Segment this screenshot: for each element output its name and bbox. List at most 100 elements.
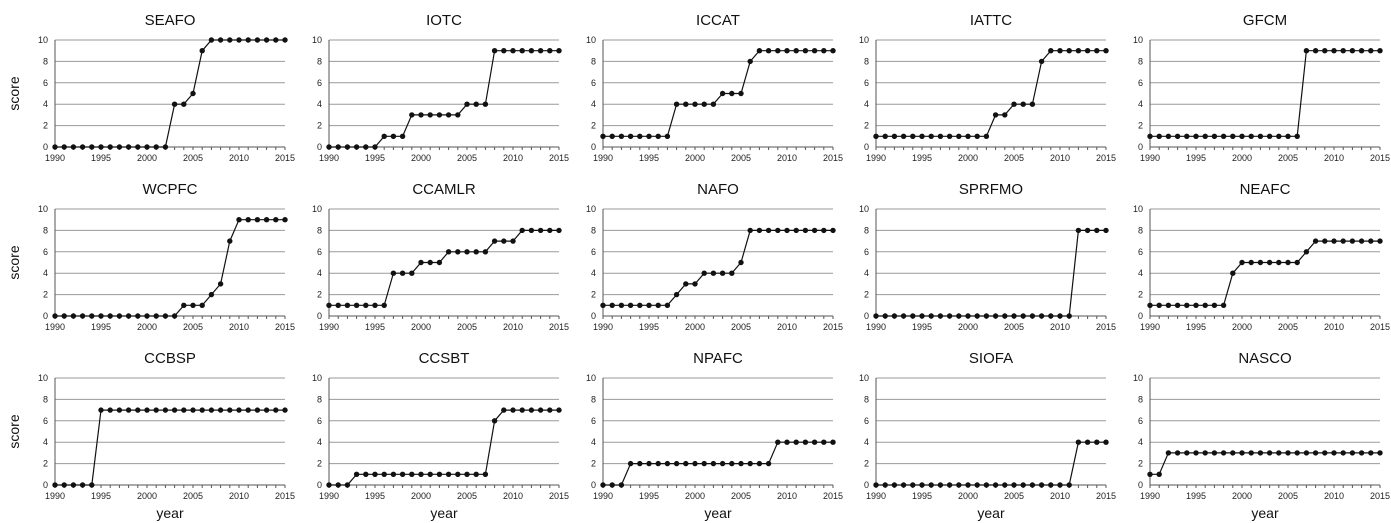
x-axis-label: year — [704, 505, 732, 521]
data-point — [1084, 439, 1091, 445]
data-point — [116, 144, 123, 150]
data-point — [89, 482, 95, 488]
x-tick-label: 2005 — [1004, 491, 1024, 501]
x-tick-label: 1995 — [365, 153, 385, 163]
data-point — [1368, 450, 1374, 456]
data-point — [1020, 313, 1026, 319]
x-tick-label: 1995 — [639, 322, 659, 332]
data-point — [1103, 48, 1109, 54]
data-point — [1276, 133, 1282, 139]
y-tick-label: 10 — [1133, 373, 1143, 383]
data-point — [830, 48, 836, 54]
y-tick-label: 2 — [591, 121, 596, 131]
x-tick-label: 2010 — [1050, 322, 1070, 332]
x-tick-label: 2000 — [137, 491, 157, 501]
data-point — [464, 471, 470, 477]
data-point — [1294, 259, 1300, 266]
data-point — [784, 439, 790, 445]
data-point — [263, 37, 270, 43]
data-point — [983, 133, 990, 139]
data-point — [510, 48, 516, 54]
data-point — [1184, 302, 1190, 308]
data-point — [1011, 313, 1017, 319]
data-point — [821, 227, 827, 234]
panel-iotc: IOTC 0 2 4 6 8 10 1990 1995 2000 2005 2010 2015 — [312, 12, 569, 163]
data-point — [830, 439, 836, 445]
data-point — [181, 302, 187, 308]
y-tick-label: 10 — [312, 204, 322, 214]
data-point — [683, 101, 689, 107]
data-point — [637, 302, 643, 308]
x-tick-label: 1995 — [91, 491, 111, 501]
x-tick-label: 2010 — [777, 491, 797, 501]
data-point — [1193, 450, 1199, 456]
data-point — [409, 270, 415, 276]
data-point — [618, 482, 625, 488]
data-point — [390, 471, 397, 477]
data-point — [618, 133, 625, 139]
panel-neafc: NEAFC 0 2 4 6 8 10 1990 1995 2000 2005 2010 2015 — [1133, 181, 1390, 332]
data-point — [992, 112, 999, 118]
y-tick-label: 4 — [864, 437, 869, 447]
data-point — [245, 407, 251, 413]
series-line — [603, 50, 833, 137]
data-point — [646, 460, 652, 467]
data-point — [600, 302, 606, 308]
y-tick-label: 6 — [864, 247, 869, 257]
x-tick-label: 1990 — [1140, 322, 1160, 332]
y-tick-label: 10 — [859, 204, 869, 214]
data-point — [710, 460, 717, 467]
x-tick-label: 2015 — [549, 153, 569, 163]
y-tick-label: 8 — [317, 394, 322, 404]
data-point — [811, 48, 818, 54]
data-point — [144, 144, 150, 150]
data-point — [811, 227, 818, 234]
data-point — [910, 313, 916, 319]
data-point — [464, 101, 470, 107]
data-point — [427, 112, 433, 118]
y-tick-label: 8 — [43, 225, 48, 235]
x-tick-label: 1995 — [1186, 491, 1206, 501]
data-point — [473, 249, 479, 255]
x-tick-label: 2005 — [731, 322, 751, 332]
data-point — [919, 482, 925, 488]
data-point — [673, 291, 680, 298]
data-point — [738, 90, 744, 97]
data-point — [802, 227, 809, 234]
x-tick-label: 2010 — [229, 153, 249, 163]
data-point — [1377, 48, 1383, 54]
panel-ccbsp: CCBSP 0 2 4 6 8 10 1990 1995 2000 2005 2010 2015 scor… — [6, 350, 295, 521]
data-point — [125, 407, 132, 413]
data-point — [199, 302, 205, 308]
data-point — [830, 227, 836, 234]
y-tick-label: 6 — [43, 78, 48, 88]
data-point — [107, 313, 113, 319]
x-tick-label: 2010 — [1050, 153, 1070, 163]
data-point — [983, 313, 990, 319]
data-point — [1048, 313, 1054, 319]
data-point — [719, 460, 726, 467]
data-point — [729, 270, 735, 276]
data-point — [775, 227, 781, 234]
data-point — [609, 302, 615, 308]
data-point — [70, 144, 77, 150]
y-tick-label: 4 — [1138, 99, 1143, 109]
data-point — [1340, 450, 1346, 456]
data-point — [135, 144, 141, 150]
panel-nafo: NAFO 0 2 4 6 8 10 1990 1995 2000 2005 2010 2015 — [586, 181, 843, 332]
x-tick-label: 2005 — [731, 491, 751, 501]
data-point — [1002, 313, 1008, 319]
y-tick-label: 2 — [317, 121, 322, 131]
y-tick-label: 8 — [43, 394, 48, 404]
data-point — [1066, 482, 1072, 488]
y-tick-label: 4 — [591, 99, 596, 109]
data-point — [245, 217, 251, 223]
y-tick-label: 8 — [591, 394, 596, 404]
data-point — [153, 407, 159, 413]
data-point — [1239, 450, 1245, 456]
y-tick-label: 6 — [591, 78, 596, 88]
y-tick-label: 0 — [864, 480, 869, 490]
data-point — [79, 482, 86, 488]
data-point — [1303, 249, 1310, 255]
data-point — [1165, 302, 1172, 308]
